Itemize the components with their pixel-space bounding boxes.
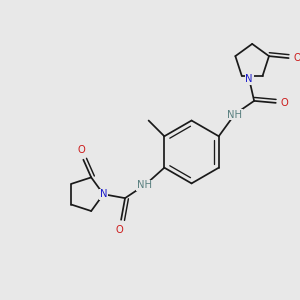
Text: O: O [115,225,123,235]
Text: NH: NH [227,110,242,120]
Text: O: O [77,145,85,155]
Text: O: O [294,53,300,63]
Text: NH: NH [137,180,152,190]
Text: N: N [100,189,107,199]
Text: N: N [245,74,253,84]
Text: O: O [281,98,289,108]
